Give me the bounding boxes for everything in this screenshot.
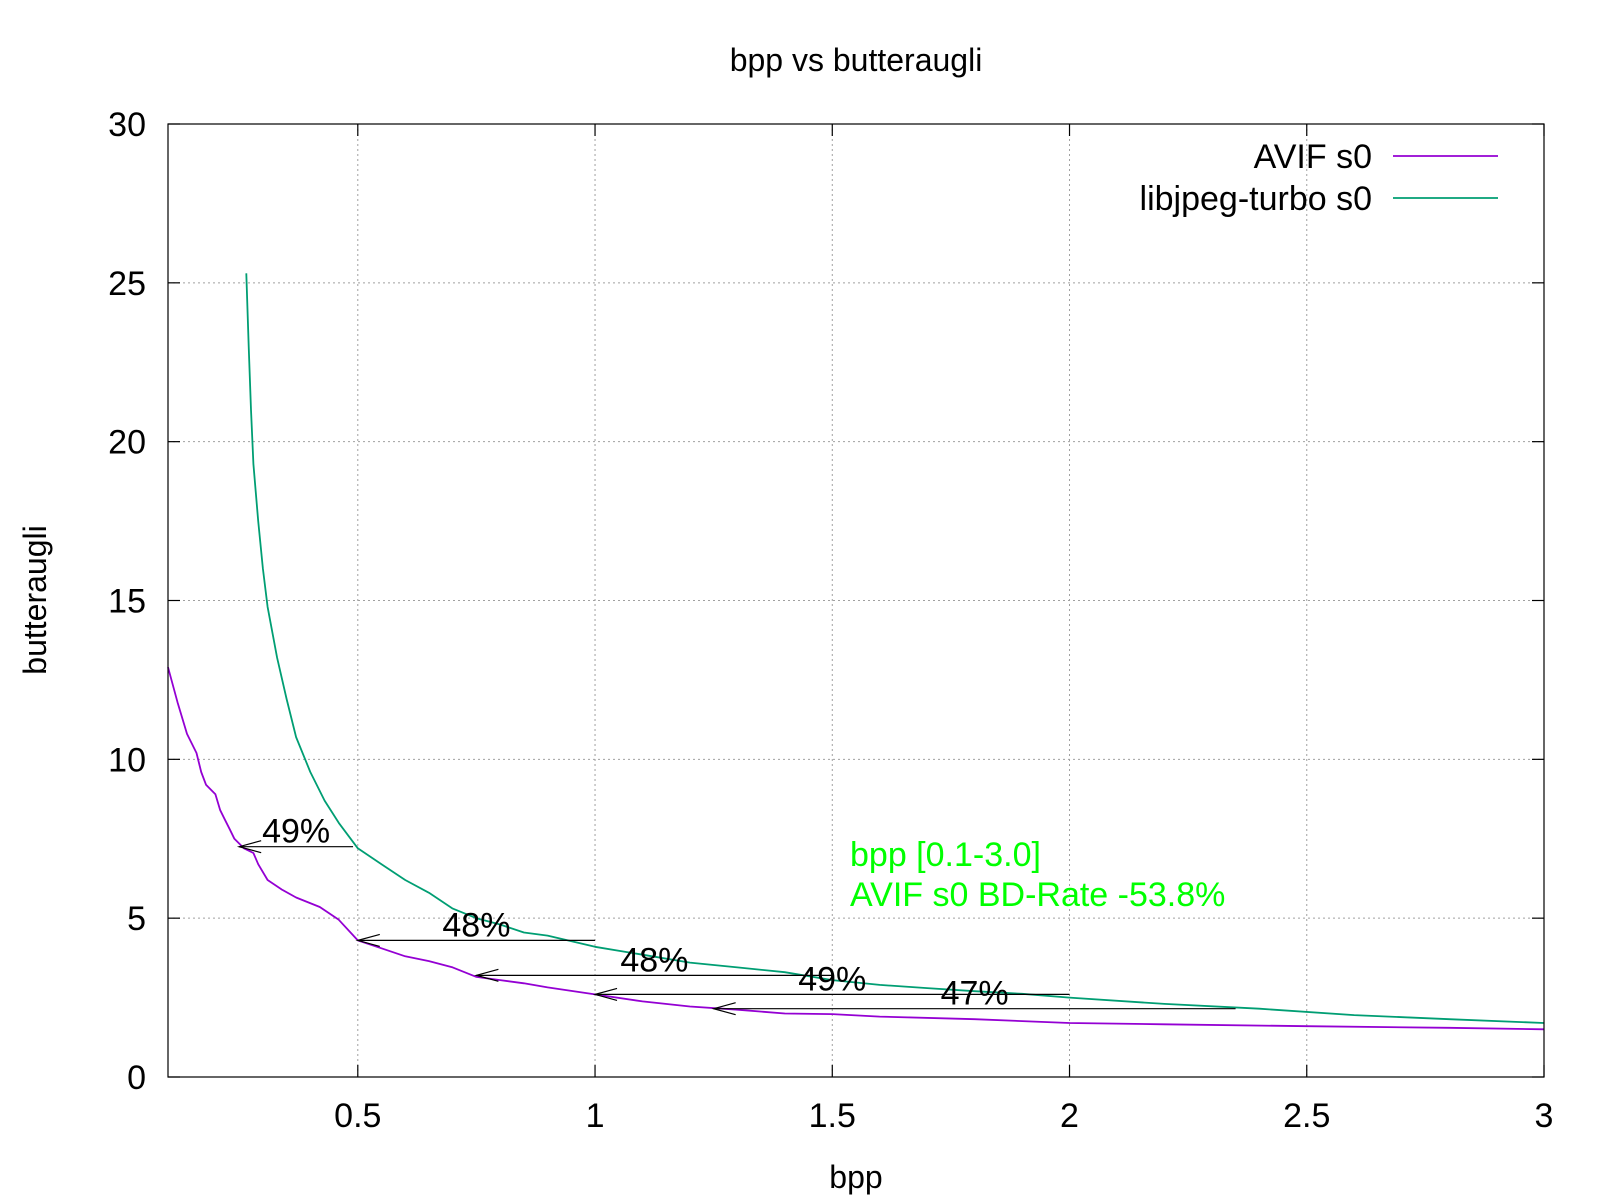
callout-label: 49%	[262, 813, 330, 851]
y-axis-label: butteraugli	[17, 525, 53, 674]
callout-label: 49%	[798, 960, 866, 998]
x-tick-label: 0.5	[334, 1097, 381, 1135]
callout-arrows: 49% 48% 48% 49% 47%	[236, 813, 1236, 1016]
legend-label: AVIF s0	[1254, 138, 1372, 176]
y-tick-label: 0	[127, 1059, 146, 1097]
y-tick-label: 15	[108, 583, 146, 621]
y-tick-label: 10	[108, 741, 146, 779]
series-line-libjpeg-turbo	[245, 273, 1545, 1024]
annotation-line-bdrate: AVIF s0 BD-Rate -53.8%	[850, 876, 1225, 914]
legend-label: libjpeg-turbo s0	[1140, 180, 1372, 218]
y-tick-label: 30	[108, 106, 146, 144]
y-tick-label: 25	[108, 265, 146, 303]
bd-rate-annotation: bpp [0.1-3.0] AVIF s0 BD-Rate -53.8%	[850, 836, 1225, 914]
series-lines	[167, 273, 1545, 1031]
callout-arrow-head	[474, 968, 499, 982]
y-tick-label: 5	[127, 900, 146, 938]
x-tick-label: 2.5	[1283, 1097, 1330, 1135]
x-tick-label: 1.5	[809, 1097, 856, 1135]
callout-arrow-head	[355, 933, 380, 947]
series-line-avif	[167, 666, 1545, 1031]
callout-arrow-head	[592, 987, 618, 1001]
callout-label: 47%	[941, 975, 1009, 1013]
legend: AVIF s0 libjpeg-turbo s0	[1140, 138, 1498, 218]
chart-title: bpp vs butteraugli	[730, 42, 983, 78]
callout-label: 48%	[620, 941, 688, 979]
y-tick-label: 20	[108, 424, 146, 462]
grid-lines	[168, 124, 1544, 1077]
callout-arrow-head	[711, 1002, 736, 1016]
callout-label: 48%	[442, 906, 510, 944]
x-tick-label: 2	[1060, 1097, 1079, 1135]
x-axis-label: bpp	[829, 1159, 882, 1195]
x-tick-label: 1	[586, 1097, 605, 1135]
callout-arrow-head	[236, 840, 262, 854]
x-tick-label: 3	[1535, 1097, 1554, 1135]
annotation-line-range: bpp [0.1-3.0]	[850, 836, 1041, 874]
